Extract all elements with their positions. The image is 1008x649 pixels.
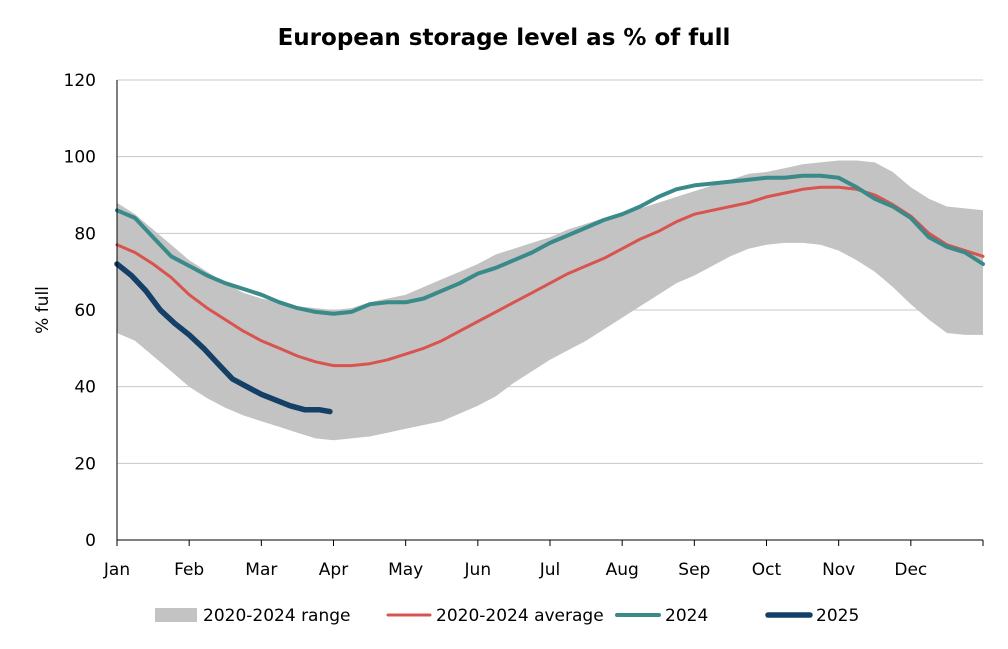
y-tick-label: 100 xyxy=(64,148,96,168)
range-band-area xyxy=(117,160,983,441)
x-tick-label: Nov xyxy=(822,560,855,580)
legend-label-2020-2024-average: 2020-2024 average xyxy=(436,606,604,626)
legend-swatch-2020-2024-range xyxy=(155,608,197,622)
x-tick-label: Apr xyxy=(319,560,348,580)
series-line-2025 xyxy=(114,261,333,415)
legend-label-2024: 2024 xyxy=(665,606,708,626)
x-tick-label: Feb xyxy=(174,560,204,580)
x-tick-label: Oct xyxy=(752,560,782,580)
axes xyxy=(116,80,984,546)
x-tick-label: Jun xyxy=(464,560,492,580)
y-tick-label: 40 xyxy=(74,378,96,398)
range-band-layer xyxy=(117,160,983,441)
chart-title: European storage level as % of full xyxy=(278,25,731,51)
x-tick-label: May xyxy=(388,560,423,580)
x-tick-label: Mar xyxy=(245,560,277,580)
y-tick-label: 0 xyxy=(85,531,96,551)
y-tick-label: 60 xyxy=(74,301,96,321)
y-tick-label: 120 xyxy=(64,71,96,91)
series-line-2020-2024-average xyxy=(115,185,985,368)
y-tick-label: 20 xyxy=(74,454,96,474)
x-tick-label: Jul xyxy=(539,560,561,580)
x-tick-label: Dec xyxy=(894,560,927,580)
legend-label-2025: 2025 xyxy=(816,606,859,626)
x-tick-label: Aug xyxy=(606,560,639,580)
series-line-2024 xyxy=(115,173,985,316)
series-layer xyxy=(114,173,985,415)
y-tick-labels: 0 20 40 60 80 100 120 xyxy=(64,71,96,551)
legend: 2020-2024 range 2020-2024 average 2024 2025 xyxy=(155,606,859,626)
y-tick-label: 80 xyxy=(74,224,96,244)
x-tick-labels: Jan Feb Mar Apr May Jun Jul Aug Sep Oct Nov Dec xyxy=(103,560,927,580)
x-tick-label: Sep xyxy=(678,560,710,580)
y-axis-label: % full xyxy=(33,286,53,334)
x-tick-label: Jan xyxy=(103,560,130,580)
legend-label-2020-2024-range: 2020-2024 range xyxy=(203,606,351,626)
